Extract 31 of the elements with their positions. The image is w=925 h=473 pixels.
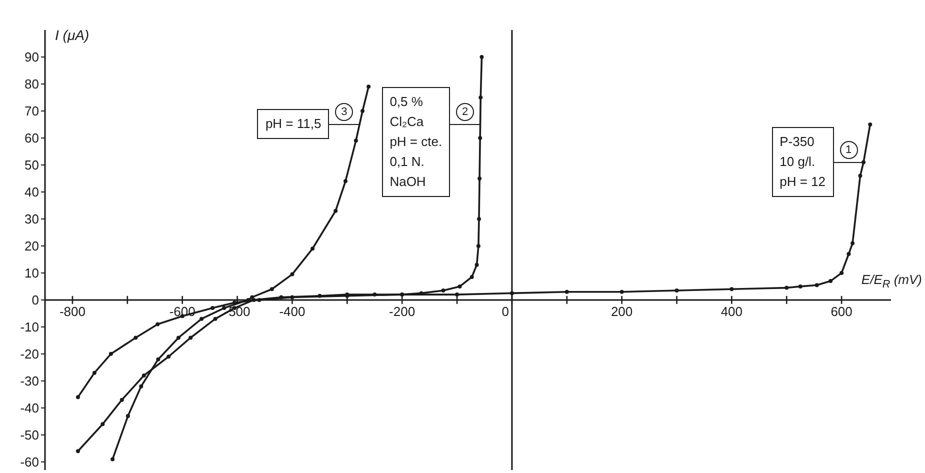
annotation: P-350 10 g/l. pH = 12 xyxy=(772,127,834,198)
x-tick-label: -800 xyxy=(59,304,86,319)
series-label: 2 xyxy=(456,103,474,122)
series-label: 3 xyxy=(335,103,354,122)
x-tick-label: 400 xyxy=(720,304,743,319)
y-tick-label: 50 xyxy=(24,158,39,173)
x-tick-label: 200 xyxy=(610,304,633,319)
annotation: 0,5 % Cl₂Ca pH = cte. 0,1 N. NaOH xyxy=(382,87,450,198)
y-tick-label: -50 xyxy=(20,428,39,443)
y-tick-label: 80 xyxy=(24,76,39,92)
y-tick-label: -30 xyxy=(20,374,39,389)
x-axis-title: E/E$_{R}$ (mV) xyxy=(861,272,922,291)
y-tick-label: 90 xyxy=(24,50,39,65)
y-tick-label: -40 xyxy=(20,400,39,416)
y-tick-label: -20 xyxy=(20,346,39,362)
series-label: 1 xyxy=(840,141,858,160)
y-tick-label: 10 xyxy=(24,266,39,281)
x-tick-label: -400 xyxy=(279,304,306,319)
y-tick-label: 70 xyxy=(24,104,39,119)
y-tick-label: 0 xyxy=(32,292,39,308)
x-tick-label: 0 xyxy=(502,304,509,319)
annotation: pH = 11,5 xyxy=(257,109,330,140)
y-tick-label: -60 xyxy=(20,454,39,470)
y-tick-label: 60 xyxy=(24,130,39,146)
y-tick-label: -10 xyxy=(20,320,39,335)
x-tick-label: 600 xyxy=(830,304,852,319)
y-tick-label: 40 xyxy=(24,184,39,200)
x-tick-label: -200 xyxy=(389,304,416,319)
y-tick-label: 20 xyxy=(24,238,39,254)
y-tick-label: 30 xyxy=(24,212,39,227)
y-axis-title: I (μA) xyxy=(55,27,90,43)
